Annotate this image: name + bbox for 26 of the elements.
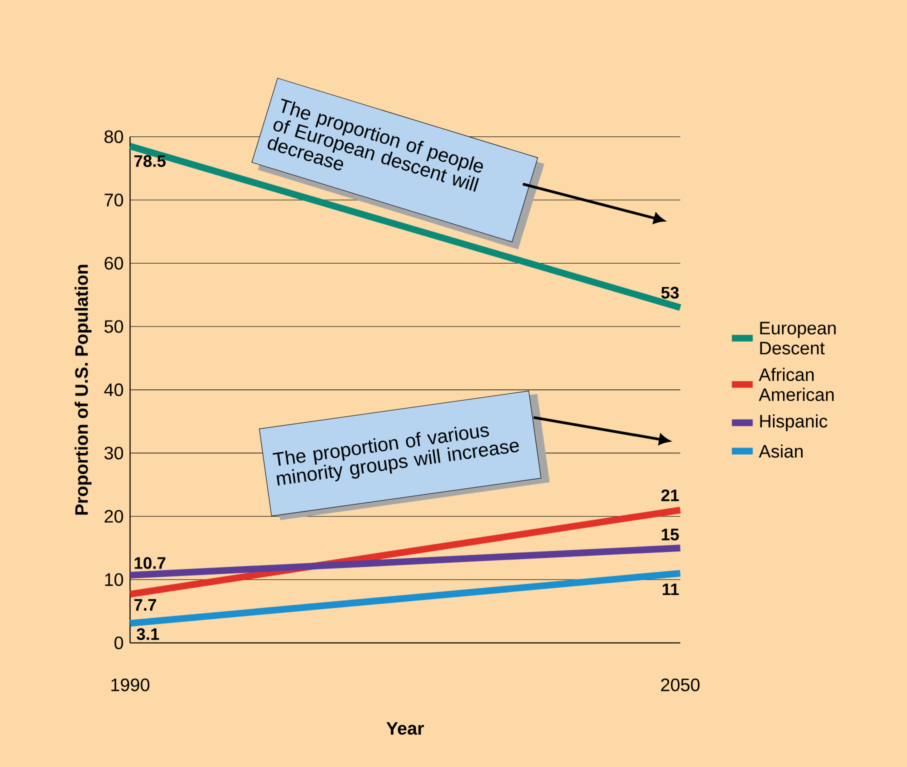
- legend-label: Hispanic: [760, 414, 828, 432]
- annotation: The proportion of various minority groups will increase: [272, 426, 519, 486]
- legend-label: Asian: [758, 444, 803, 458]
- y-tick-label: 20: [104, 510, 124, 523]
- y-tick-label: 0: [114, 636, 124, 650]
- data-label: 3.1: [136, 628, 160, 640]
- y-axis-title: Proportion of U.S. Population: [74, 264, 92, 515]
- data-label: 53: [661, 286, 679, 299]
- x-tick-label: 1990: [111, 678, 150, 692]
- data-label: 15: [662, 528, 679, 540]
- x-tick-label: 2050: [661, 678, 700, 692]
- legend-label: African American: [758, 368, 834, 402]
- data-label: 11: [662, 584, 679, 596]
- y-tick-label: 10: [105, 573, 124, 586]
- data-label: 78.5: [134, 155, 166, 167]
- y-tick-label: 50: [104, 320, 124, 333]
- legend-label: European Descent: [760, 322, 836, 354]
- data-label: 7.7: [134, 599, 156, 611]
- y-tick-label: 70: [104, 194, 124, 206]
- y-tick-label: 80: [104, 130, 124, 144]
- y-tick-label: 30: [104, 446, 124, 460]
- y-tick-label: 40: [104, 383, 124, 396]
- x-axis-title: Year: [386, 722, 424, 735]
- data-label: 10.7: [134, 557, 166, 569]
- data-label: 21: [661, 489, 679, 502]
- y-tick-label: 60: [104, 256, 124, 270]
